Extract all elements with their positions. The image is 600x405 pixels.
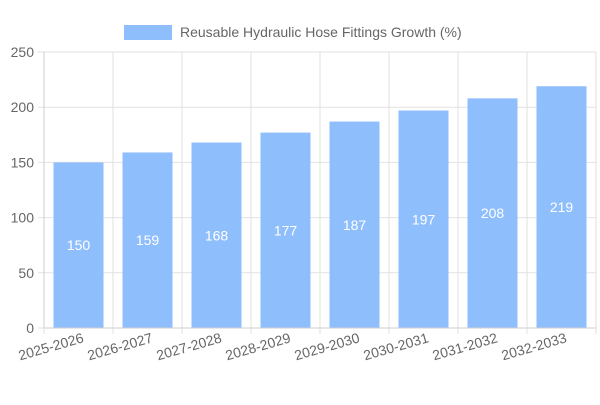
bar[interactable] (122, 152, 173, 328)
data-label: 187 (343, 217, 367, 233)
data-label: 177 (274, 222, 298, 238)
bar[interactable] (191, 142, 242, 328)
bar[interactable] (467, 98, 518, 328)
data-label: 168 (205, 227, 229, 243)
bar[interactable] (260, 132, 311, 328)
y-tick-label: 50 (18, 265, 34, 281)
data-label: 159 (136, 232, 160, 248)
bars (53, 86, 587, 329)
x-tick-label: 2032-2033 (500, 329, 569, 363)
data-label: 197 (412, 211, 436, 227)
y-tick-label: 150 (11, 154, 35, 170)
legend-swatch (124, 25, 172, 40)
data-labels: 150 159 168 177 187 197 208 219 (67, 199, 574, 253)
x-tick-label: 2029-2030 (293, 329, 362, 363)
data-label: 150 (67, 237, 91, 253)
data-label: 208 (481, 205, 505, 221)
x-tick-label: 2026-2027 (86, 329, 155, 363)
data-label: 219 (550, 199, 574, 215)
bar[interactable] (398, 110, 449, 329)
bar[interactable] (329, 121, 380, 328)
legend[interactable]: Reusable Hydraulic Hose Fittings Growth … (124, 24, 462, 40)
y-tick-label: 200 (11, 99, 35, 115)
x-tick-label: 2027-2028 (155, 329, 224, 363)
legend-label: Reusable Hydraulic Hose Fittings Growth … (180, 24, 462, 40)
y-tick-label: 250 (11, 44, 35, 60)
bar[interactable] (536, 86, 587, 328)
y-tick-label: 0 (26, 320, 34, 336)
bar[interactable] (53, 162, 104, 328)
y-tick-label: 100 (11, 210, 35, 226)
x-tick-label: 2030-2031 (362, 329, 431, 363)
x-tick-label: 2031-2032 (431, 329, 500, 363)
x-tick-label: 2028-2029 (224, 329, 293, 363)
